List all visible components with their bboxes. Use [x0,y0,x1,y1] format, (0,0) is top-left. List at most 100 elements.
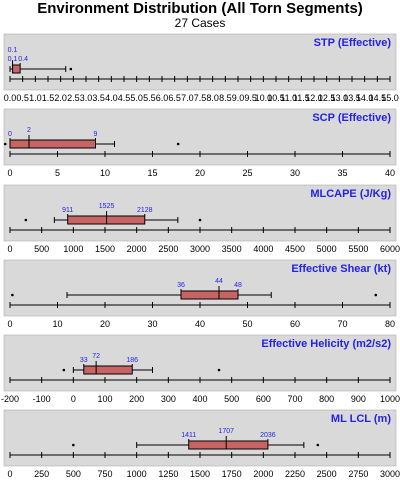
x-tick-label: -100 [33,394,51,404]
x-tick-label: 11.0 [280,93,297,103]
x-tick-label: 2.5 [67,93,80,103]
x-tick-label: 1.5 [42,93,55,103]
x-tick-label: 3.0 [80,93,93,103]
x-tick-label: 2000 [127,244,147,254]
x-tick-label: 3000 [190,244,210,254]
x-tick-label: 5 [55,168,60,178]
x-tick-label: 0 [7,319,12,329]
outlier-point [24,218,28,222]
median-label: 1707 [218,428,234,435]
x-tick-label: 13.5 [343,93,361,103]
x-tick-label: 700 [287,394,302,404]
outlier-point [3,142,7,146]
x-tick-label: 12.0 [305,93,323,103]
x-tick-label: 40 [195,319,205,329]
panel-2: SCP (Effective) 0 5 10 15 20 25 30 35 40 0 2 9 [3,108,397,178]
panel-3: MLCAPE (J/Kg) 0 500 1000 1500 2000 2500 3000 350… [3,184,400,254]
x-tick-label: 200 [129,394,144,404]
x-tick-label: 30 [290,168,300,178]
x-tick-label: 0.5 [16,93,29,103]
x-tick-label: 14.5 [369,93,387,103]
median-label: 0.1 [8,47,18,54]
x-tick-label: 4.0 [105,93,118,103]
iqr-box [188,440,269,450]
panel-6: ML LCL (m) 0 250 500 750 1000 1250 1500 1750 2000… [3,409,400,479]
x-tick-label: 600 [256,394,271,404]
x-tick-label: 2500 [317,469,337,479]
x-tick-label: 70 [337,319,347,329]
x-tick-label: 500 [34,244,49,254]
x-tick-label: 9.0 [232,93,245,103]
x-tick-label: -200 [1,394,19,404]
x-tick-label: 2500 [158,244,178,254]
x-tick-label: 6000 [380,244,400,254]
panel-title: ML LCL (m) [331,413,391,425]
x-tick-label: 7.5 [194,93,207,103]
iqr-box [83,365,133,375]
x-tick-label: 8.0 [206,93,219,103]
x-tick-label: 100 [97,394,112,404]
panel-background [3,334,397,392]
x-tick-label: 0 [7,168,12,178]
x-tick-label: 500 [66,469,81,479]
outlier-point [374,293,378,297]
x-tick-label: 60 [290,319,300,329]
x-tick-label: 3000 [380,469,400,479]
x-tick-label: 750 [97,469,112,479]
median-label: 44 [215,278,223,285]
q3-label: 9 [94,131,98,138]
outlier-point [11,293,14,297]
q1-label: 33 [80,357,88,364]
x-tick-label: 10.5 [267,93,285,103]
x-tick-label: 3500 [222,244,242,254]
panel-title: MLCAPE (J/Kg) [310,188,391,200]
x-tick-label: 9.5 [244,93,257,103]
x-tick-label: 80 [385,319,395,329]
x-tick-label: 35 [337,168,347,178]
x-tick-label: 4500 [285,244,305,254]
x-tick-label: 15.0 [381,93,399,103]
x-tick-label: 300 [161,394,176,404]
panel-4: Effective Shear (kt) 0 10 20 30 40 50 60 70 80 36 4… [3,259,397,329]
x-tick-label: 10 [100,168,110,178]
x-tick-label: 5.0 [130,93,143,103]
x-tick-label: 400 [192,394,207,404]
x-tick-label: 7.0 [181,93,194,103]
x-tick-label: 13.0 [331,93,349,103]
x-tick-label: 1500 [95,244,115,254]
x-tick-label: 2750 [348,469,368,479]
page-title: Environment Distribution (All Torn Segme… [37,0,363,17]
median-label: 1525 [99,203,115,210]
x-tick-label: 10.0 [255,93,273,103]
x-tick-label: 500 [224,394,239,404]
x-tick-label: 25 [242,168,252,178]
x-tick-label: 20 [195,168,205,178]
x-tick-label: 5.5 [143,93,156,103]
outlier-point [198,218,202,222]
x-tick-label: 6.0 [156,93,169,103]
x-tick-label: 1750 [222,469,242,479]
outlier-point [316,443,320,447]
q1-label: 0 [8,131,12,138]
outlier-point [62,368,66,372]
x-tick-label: 900 [351,394,366,404]
outlier-point [217,368,221,372]
x-tick-label: 4000 [253,244,273,254]
x-tick-label: 6.5 [168,93,181,103]
iqr-box [9,139,96,149]
x-tick-label: 0 [7,469,12,479]
x-tick-label: 5500 [348,244,368,254]
panel-title: SCP (Effective) [312,112,391,124]
x-tick-label: 2250 [285,469,305,479]
x-tick-label: 5000 [317,244,337,254]
outlier-point [72,443,75,447]
x-tick-label: 1000 [380,394,400,404]
x-tick-label: 11.5 [293,93,310,103]
q3-label: 186 [126,357,138,364]
outlier-point [176,142,180,146]
q1-label: 1411 [181,432,196,439]
x-tick-label: 1.0 [29,93,42,103]
page-subtitle: 27 Cases [174,16,226,30]
x-tick-label: 0 [71,394,76,404]
